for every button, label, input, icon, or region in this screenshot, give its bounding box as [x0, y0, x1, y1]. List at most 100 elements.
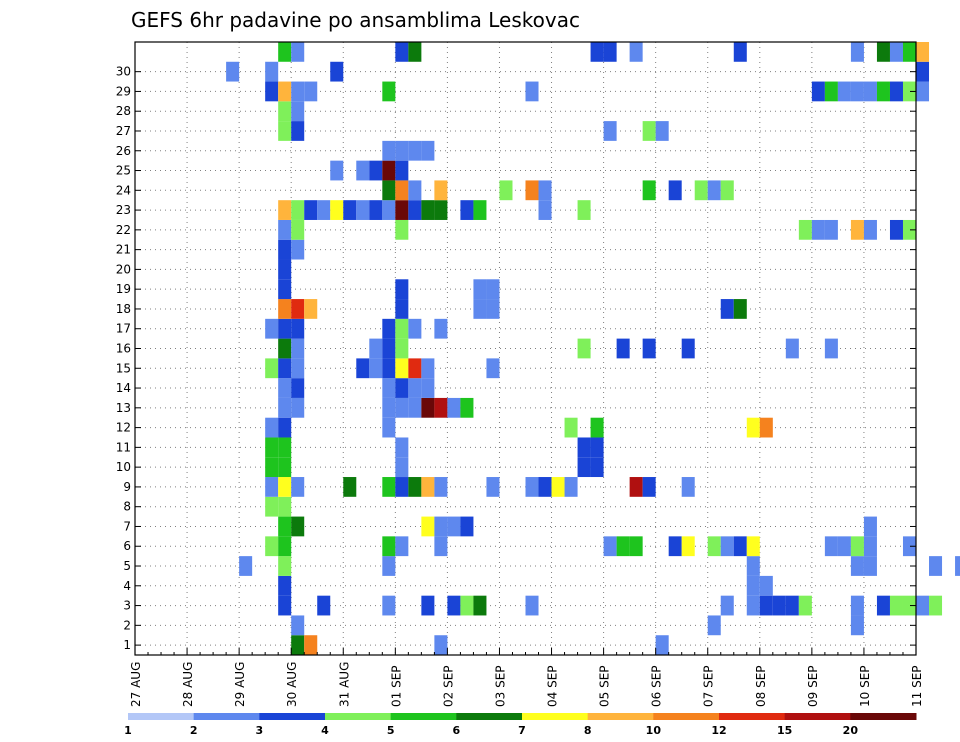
- legend-label: 12: [711, 724, 726, 737]
- y-tick-label: 19: [116, 282, 131, 296]
- precip-cell: [473, 279, 487, 300]
- y-tick-label: 11: [116, 440, 131, 454]
- precip-cell: [447, 516, 461, 537]
- precip-cell: [434, 536, 448, 557]
- precip-cell: [902, 81, 916, 102]
- precip-cell: [356, 200, 370, 220]
- legend-label: 20: [843, 724, 859, 737]
- precip-cell: [278, 42, 292, 62]
- precip-cell: [291, 219, 305, 240]
- precip-cell: [395, 536, 409, 557]
- precip-cell: [538, 477, 552, 497]
- precip-cell: [382, 397, 396, 418]
- y-tick-label: 10: [116, 460, 131, 474]
- x-tick-label: 02 SEP: [441, 665, 455, 707]
- precip-cell: [525, 477, 539, 497]
- precip-cell: [590, 437, 604, 458]
- precip-cell: [291, 477, 305, 497]
- precip-cell: [538, 180, 552, 201]
- precip-cell: [929, 556, 943, 576]
- precip-cell: [473, 595, 487, 616]
- precip-cell: [382, 180, 396, 201]
- precip-cell: [434, 516, 448, 537]
- precip-cell: [824, 338, 838, 359]
- precip-cell: [304, 635, 318, 655]
- precip-cell: [798, 595, 812, 616]
- precip-cell: [876, 42, 890, 62]
- y-tick-label: 29: [116, 84, 131, 98]
- precip-cell: [265, 477, 279, 497]
- precip-cell: [577, 338, 591, 359]
- precip-cell: [460, 397, 474, 418]
- legend-swatch: [193, 713, 260, 720]
- precip-cell: [876, 81, 890, 102]
- precip-cell: [916, 42, 930, 62]
- precip-cell: [291, 299, 305, 319]
- precip-cell: [916, 61, 930, 82]
- precip-cell: [447, 397, 461, 418]
- precip-cell: [720, 180, 734, 201]
- y-tick-label: 13: [116, 401, 131, 415]
- legend-label: 15: [777, 724, 792, 737]
- precip-cell: [590, 42, 604, 62]
- precip-cell: [746, 595, 760, 616]
- legend-swatch: [325, 713, 392, 720]
- precip-cell: [265, 358, 279, 379]
- precip-cell: [382, 378, 396, 398]
- precip-cell: [655, 121, 669, 141]
- precip-cell: [291, 121, 305, 141]
- precip-cell: [291, 397, 305, 418]
- precip-cell: [902, 536, 916, 557]
- precip-cell: [291, 81, 305, 102]
- y-tick-label: 9: [123, 480, 131, 494]
- precip-cell: [278, 338, 292, 359]
- legend-swatch: [390, 713, 457, 720]
- legend-label: 8: [584, 724, 592, 737]
- precip-cell: [577, 200, 591, 220]
- x-tick-label: 27 AUG: [129, 662, 143, 707]
- precip-cell: [746, 536, 760, 557]
- precip-cell: [434, 477, 448, 497]
- precip-cell: [850, 536, 864, 557]
- precip-cell: [733, 536, 747, 557]
- precip-cell: [382, 160, 396, 181]
- precip-cell: [772, 595, 786, 616]
- precip-cell: [278, 121, 292, 141]
- precip-cell: [395, 457, 409, 478]
- precip-cell: [369, 358, 383, 379]
- precip-cell: [265, 457, 279, 478]
- precip-cell: [889, 219, 903, 240]
- precip-cell: [629, 42, 643, 62]
- precip-cell: [421, 140, 435, 161]
- precip-cell: [356, 160, 370, 181]
- precip-cell: [824, 219, 838, 240]
- precip-cell: [916, 595, 930, 616]
- y-tick-label: 4: [123, 579, 131, 593]
- precip-cell: [759, 575, 773, 596]
- precip-cell: [759, 595, 773, 616]
- precip-cell: [317, 595, 331, 616]
- legend-label: 5: [387, 724, 395, 737]
- precip-cell: [837, 81, 851, 102]
- precip-cell: [395, 160, 409, 181]
- legend-swatch: [850, 713, 917, 720]
- precip-cell: [902, 219, 916, 240]
- legend-swatch: [653, 713, 720, 720]
- precip-cell: [382, 536, 396, 557]
- precip-cell: [239, 556, 253, 576]
- precip-cell: [863, 536, 877, 557]
- precip-cell: [395, 279, 409, 300]
- precip-cell: [447, 595, 461, 616]
- legend-label: 10: [646, 724, 662, 737]
- precip-cell: [408, 200, 422, 220]
- y-tick-label: 12: [116, 421, 131, 435]
- precip-cell: [278, 219, 292, 240]
- precip-cell: [382, 140, 396, 161]
- precip-cell: [694, 180, 708, 201]
- precip-cell: [629, 536, 643, 557]
- precip-cell: [590, 457, 604, 478]
- precip-cell: [486, 358, 500, 379]
- precip-cell: [863, 516, 877, 537]
- precip-cell: [460, 595, 474, 616]
- precip-cell: [681, 536, 695, 557]
